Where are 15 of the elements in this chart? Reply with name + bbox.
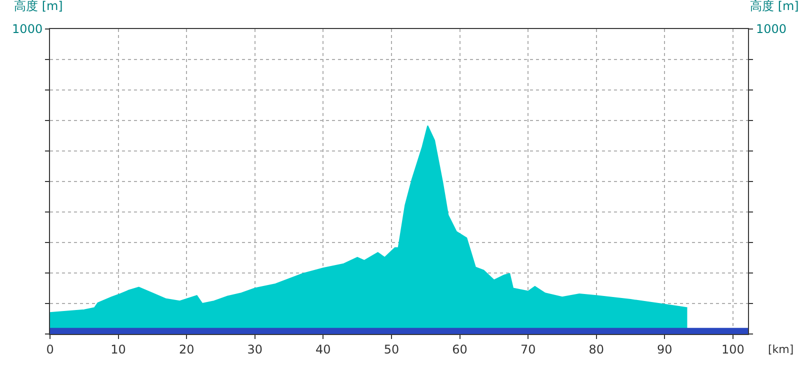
- x-axis-title: [km]: [768, 343, 794, 356]
- x-tick-label: 10: [110, 342, 126, 356]
- y2-axis-title: 高度 [m]: [750, 0, 799, 13]
- x-tick-label: 50: [384, 342, 400, 356]
- x-tick-label: 70: [520, 342, 536, 356]
- x-tick-label: 80: [588, 342, 604, 356]
- x-tick-label: 20: [178, 342, 194, 356]
- x-tick-label: 30: [247, 342, 263, 356]
- x-tick-label: 0: [46, 342, 54, 356]
- y-axis-title: 高度 [m]: [14, 0, 63, 13]
- text: 1000: [756, 22, 787, 36]
- x-tick-label: 60: [452, 342, 468, 356]
- x-tick-label: 100: [722, 342, 744, 356]
- x-tick-label: 90: [657, 342, 672, 356]
- x-tick-label: 40: [316, 342, 331, 356]
